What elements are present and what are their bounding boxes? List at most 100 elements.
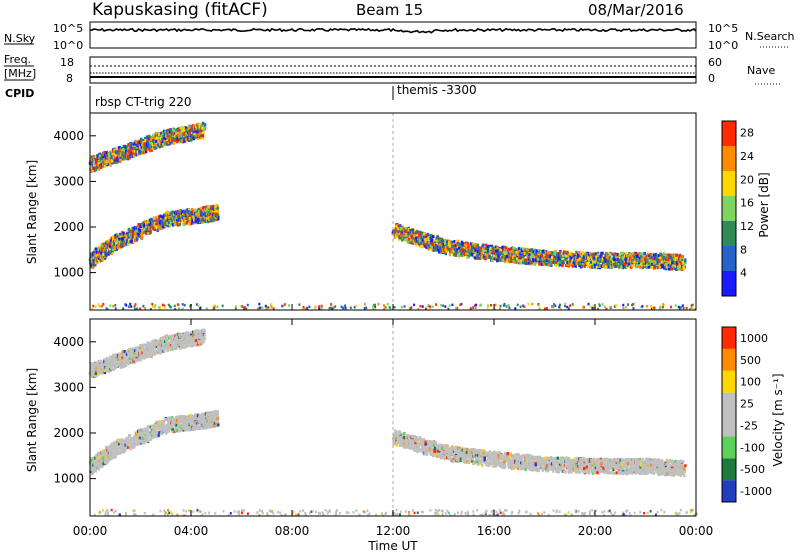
data-cell — [176, 221, 179, 225]
data-cell — [450, 249, 453, 253]
data-cell — [482, 243, 485, 247]
data-cell — [463, 249, 466, 253]
data-cell — [523, 253, 526, 257]
data-cell — [169, 128, 172, 132]
data-cell — [203, 211, 207, 215]
data-cell — [607, 252, 610, 256]
data-cell — [147, 143, 150, 146]
data-cell — [344, 304, 347, 307]
data-cell — [499, 248, 502, 252]
data-cell — [616, 252, 619, 256]
data-cell — [448, 241, 451, 245]
data-cell — [513, 249, 516, 253]
data-cell — [454, 307, 457, 310]
data-cell — [172, 128, 175, 132]
data-cell — [455, 240, 458, 244]
data-cell — [495, 249, 498, 253]
data-cell — [500, 252, 504, 256]
data-cell — [399, 227, 403, 230]
data-cell — [203, 219, 206, 223]
data-cell — [603, 257, 607, 260]
data-cell — [137, 227, 140, 231]
data-cell — [98, 152, 102, 156]
data-cell — [94, 247, 98, 251]
data-cell — [571, 264, 574, 268]
data-cell — [680, 262, 683, 265]
data-cell — [535, 254, 539, 258]
data-cell — [162, 143, 165, 147]
data-cell — [656, 256, 659, 260]
data-cell — [95, 159, 98, 163]
data-cell — [423, 232, 426, 236]
data-cell — [560, 261, 564, 265]
data-cell — [453, 253, 457, 257]
data-cell — [200, 134, 203, 138]
data-cell — [188, 137, 192, 141]
data-cell — [471, 242, 475, 246]
data-cell — [101, 160, 104, 163]
data-cell — [421, 305, 424, 308]
data-cell — [470, 252, 474, 256]
data-cell — [194, 127, 197, 131]
data-cell — [631, 303, 634, 307]
data-cell — [117, 246, 120, 250]
data-cell — [681, 256, 684, 259]
data-cell — [213, 207, 217, 211]
data-cell — [524, 258, 528, 262]
data-cell — [241, 305, 244, 308]
data-cell — [641, 263, 644, 267]
data-cell — [466, 255, 469, 259]
data-cell — [183, 131, 187, 135]
data-cell — [672, 261, 675, 264]
data-cell — [243, 307, 246, 311]
data-cell — [453, 240, 456, 243]
data-cell — [97, 158, 100, 162]
data-cell — [622, 306, 625, 310]
data-cell — [193, 208, 197, 212]
data-cell — [496, 246, 499, 250]
data-cell — [171, 139, 174, 142]
data-cell — [156, 131, 159, 135]
data-cell — [486, 253, 489, 257]
data-cell — [180, 134, 183, 138]
data-cell — [190, 210, 193, 214]
data-cell — [150, 146, 154, 150]
data-cell — [501, 255, 504, 259]
data-cell — [544, 255, 548, 259]
data-cell — [608, 255, 612, 259]
data-cell — [611, 260, 615, 264]
data-cell — [670, 255, 673, 259]
power-ylabel: Slant Range [km] — [25, 160, 39, 264]
data-cell — [639, 254, 643, 258]
data-cell — [188, 133, 191, 137]
date-title: 08/Mar/2016 — [588, 1, 684, 19]
data-cell — [404, 238, 407, 242]
data-cell — [559, 303, 561, 307]
data-cell — [148, 223, 151, 227]
data-cell — [283, 303, 286, 306]
data-cell — [113, 246, 117, 250]
data-cell — [556, 253, 559, 257]
data-cell — [638, 258, 641, 262]
data-cell — [149, 138, 153, 142]
data-cell — [492, 256, 496, 260]
data-cell — [507, 256, 510, 260]
data-cell — [117, 159, 120, 163]
data-cell — [519, 261, 522, 265]
data-cell — [480, 255, 484, 258]
data-cell — [424, 238, 427, 241]
data-cell — [638, 259, 641, 263]
data-cell — [665, 258, 668, 262]
data-cell — [208, 205, 211, 209]
data-cell — [94, 262, 97, 266]
data-cell — [133, 235, 137, 239]
data-cell — [442, 304, 445, 307]
data-cell — [557, 256, 560, 260]
data-cell — [173, 223, 177, 227]
data-cell — [569, 304, 572, 307]
data-cell — [569, 251, 572, 255]
data-cell — [682, 265, 685, 269]
data-cell — [429, 308, 432, 311]
data-cell — [430, 246, 433, 249]
